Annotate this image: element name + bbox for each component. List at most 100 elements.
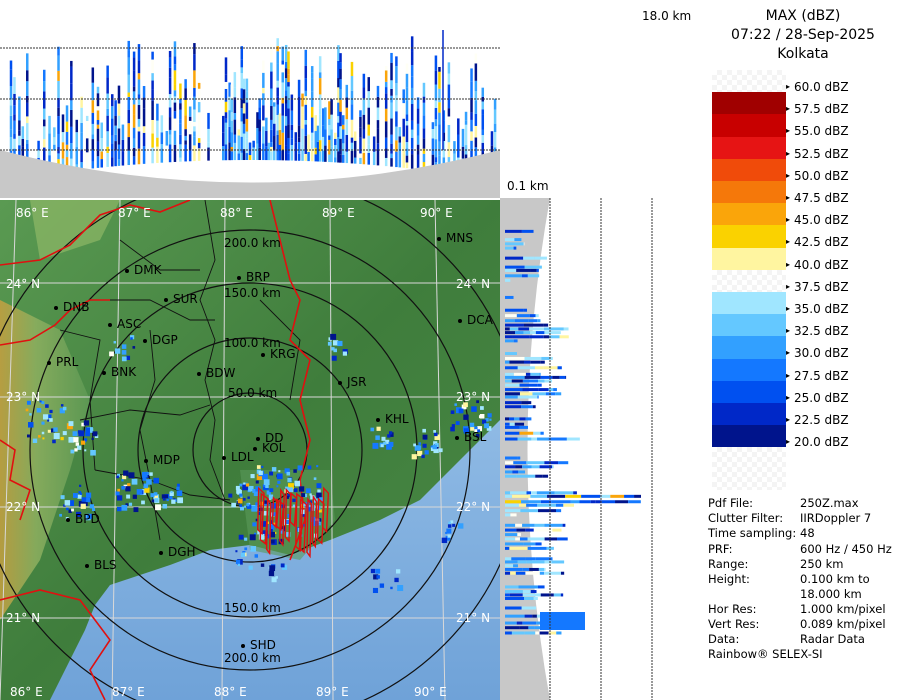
echo-segment (270, 146, 273, 152)
echo-segment (117, 159, 121, 166)
echo-segment (297, 79, 301, 97)
echo-segment (193, 70, 196, 88)
echo-segment (339, 89, 342, 100)
echo-cell (166, 498, 169, 502)
echo-segment (511, 557, 526, 561)
echo-segment (151, 133, 154, 148)
echo-segment (390, 118, 393, 135)
info-value: 250Z.max (800, 496, 859, 510)
echo-segment (294, 142, 298, 161)
echo-cell (248, 485, 254, 492)
echo-cell (287, 493, 291, 498)
echo-segment (287, 86, 290, 100)
echo-cell (441, 537, 448, 544)
echo-segment (179, 157, 182, 162)
echo-segment (281, 132, 284, 151)
echo-segment (493, 123, 497, 133)
echo-segment (242, 123, 246, 134)
echo-cell (263, 479, 270, 486)
echo-segment (224, 88, 228, 102)
echo-segment (537, 383, 542, 387)
echo-segment (615, 500, 629, 504)
echo-cell (257, 511, 261, 515)
echo-segment (337, 87, 340, 103)
echo-segment (395, 151, 398, 168)
echo-segment (193, 136, 196, 146)
echo-segment (242, 89, 246, 104)
echo-segment (530, 360, 541, 364)
echo-segment (410, 137, 414, 149)
credit-label: Rainbow® SELEX-SI (708, 647, 823, 661)
echo-segment (513, 339, 518, 343)
echo-segment (359, 153, 362, 158)
echo-segment (197, 82, 201, 89)
echo-segment (457, 150, 460, 158)
echo-cell (450, 426, 455, 432)
echo-segment (142, 86, 146, 98)
legend-swatch (712, 292, 786, 315)
echo-segment (505, 585, 519, 589)
echo-cell (430, 445, 434, 449)
echo-segment (505, 366, 518, 370)
echo-segment (524, 265, 542, 269)
legend-swatch (712, 358, 786, 382)
echo-segment (248, 155, 252, 161)
echo-segment (100, 122, 103, 139)
echo-cell (47, 419, 50, 422)
echo-cell (154, 498, 159, 503)
echo-segment (75, 119, 79, 133)
range-rings (0, 200, 500, 700)
echo-segment (287, 137, 290, 154)
echo-cell (128, 502, 133, 506)
echo-segment (481, 101, 485, 110)
echo-segment (457, 118, 460, 135)
echo-segment (509, 417, 515, 421)
echo-cell (177, 483, 180, 487)
echo-segment (527, 537, 545, 541)
echo-segment (245, 91, 249, 103)
echo-segment (581, 494, 601, 498)
echo-segment (534, 366, 544, 370)
top-section-panel (0, 0, 500, 198)
echo-segment (505, 560, 518, 564)
echo-segment (287, 82, 290, 87)
echo-segment (137, 73, 141, 80)
echo-cell (271, 577, 277, 583)
echo-segment (142, 108, 146, 127)
delta-island (256, 486, 265, 536)
echo-segment (531, 465, 540, 469)
echo-segment (534, 626, 543, 630)
echo-cell (149, 472, 153, 476)
echo-segment (132, 156, 136, 165)
echo-segment (188, 106, 192, 117)
echo-segment (184, 140, 187, 145)
echo-segment (505, 606, 522, 610)
echo-segment (310, 117, 314, 133)
echo-segment (505, 295, 514, 299)
echo-cell (60, 404, 64, 407)
echo-cell (60, 436, 64, 441)
echo-segment (156, 120, 159, 138)
echo-segment (515, 571, 526, 575)
echo-segment (276, 38, 279, 47)
echo-segment (517, 366, 535, 370)
echo-segment (384, 70, 388, 82)
echo-cell (121, 344, 127, 349)
echo-cell (316, 465, 319, 468)
echo-cell (293, 488, 298, 493)
echo-segment (96, 150, 100, 157)
echo-cell (317, 489, 321, 493)
echo-segment (511, 631, 525, 635)
echo-segment (256, 127, 259, 144)
echo-cell (237, 498, 243, 504)
echo-cell (480, 406, 484, 410)
info-value: 0.089 km/pixel (800, 617, 886, 631)
echo-segment (230, 132, 234, 147)
echo-segment (505, 461, 514, 465)
echo-segment (165, 131, 169, 146)
echo-cell (307, 465, 312, 470)
echo-segment (422, 115, 426, 129)
echo-cell (470, 426, 475, 431)
echo-segment (132, 114, 136, 128)
echo-segment (505, 523, 516, 527)
